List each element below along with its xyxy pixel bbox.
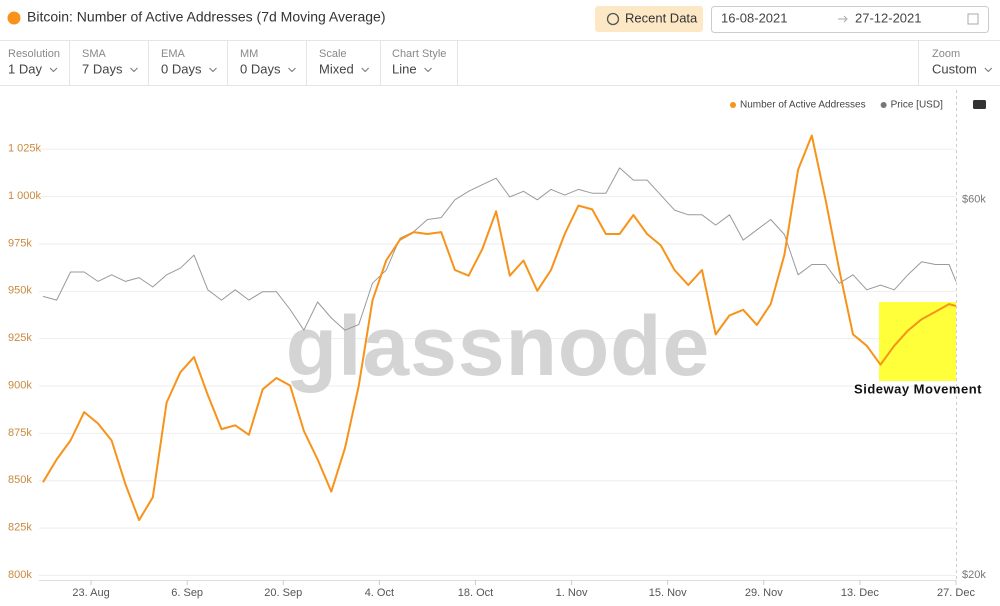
chevron — [209, 67, 217, 73]
x-tick-label: 4. Oct — [365, 587, 394, 599]
y-tick-label: 950k — [8, 285, 32, 297]
x-tick-label: 6. Sep — [171, 587, 203, 599]
arrow-icon — [838, 15, 848, 23]
legend-marker — [880, 102, 887, 108]
bitcoin-icon — [7, 11, 21, 25]
date-from[interactable]: 16-08-2021 — [721, 10, 788, 25]
calendar-icon[interactable] — [967, 13, 979, 25]
control-label: Resolution — [8, 48, 60, 60]
x-tick-label: 27. Dec — [937, 587, 975, 599]
x-tick-label: 15. Nov — [649, 587, 687, 599]
watermark: glassnode — [286, 299, 710, 393]
y-tick-label: 925k — [8, 332, 32, 344]
y-tick-label: 1 000k — [8, 190, 42, 202]
chevron — [984, 67, 993, 73]
x-tick-label: 18. Oct — [458, 587, 493, 599]
y-tick-label: 975k — [8, 237, 32, 249]
page-title: Bitcoin: Number of Active Addresses (7d … — [27, 9, 385, 25]
chevron — [288, 67, 296, 73]
control-value[interactable]: 1 Day — [8, 61, 42, 76]
control-value[interactable]: Line — [392, 61, 417, 76]
legend-marker — [730, 102, 736, 108]
chevron — [49, 67, 58, 73]
chevron — [130, 67, 138, 73]
date-to[interactable]: 27-12-2021 — [855, 10, 922, 25]
x-tick-label: 13. Dec — [841, 587, 879, 599]
control-label: Scale — [319, 48, 347, 60]
date-range[interactable] — [711, 6, 989, 33]
x-tick-label: 23. Aug — [72, 587, 109, 599]
y-tick-label: 1 025k — [8, 143, 42, 155]
control-label: Chart Style — [392, 48, 446, 60]
x-tick-label: 1. Nov — [556, 587, 588, 599]
y2-tick-label: $20k — [962, 569, 986, 581]
y-tick-label: 800k — [8, 569, 32, 581]
legend-label[interactable]: Number of Active Addresses — [740, 100, 866, 111]
control-label: Zoom — [932, 48, 960, 60]
y-tick-label: 875k — [8, 427, 32, 439]
series-line — [42, 167, 957, 331]
plot — [42, 134, 957, 522]
control-value[interactable]: Mixed — [319, 61, 354, 76]
control-label: SMA — [82, 48, 107, 60]
control-value[interactable]: 0 Days — [161, 61, 202, 76]
annotation-box — [879, 302, 956, 381]
chevron — [424, 67, 432, 73]
y2-tick-label: $60k — [962, 194, 986, 206]
control-label: MM — [240, 48, 258, 60]
recent-data-button[interactable] — [595, 6, 703, 32]
clock-icon — [606, 12, 620, 26]
grid: 800k 825k 850k 875k 900k 925k 950k 975k 1 000k 1 … — [8, 143, 986, 599]
series-line — [42, 134, 957, 522]
x-tick-label: 20. Sep — [264, 587, 302, 599]
control-label: EMA — [161, 48, 186, 60]
control-value[interactable]: 7 Days — [82, 61, 123, 76]
recent-data-label[interactable]: Recent Data — [625, 10, 698, 25]
annotation: Sideway Movement — [854, 381, 982, 396]
y-tick-label: 825k — [8, 522, 32, 534]
camera-icon[interactable] — [973, 100, 986, 109]
y-tick-label: 850k — [8, 474, 32, 486]
legend-label[interactable]: Price [USD] — [891, 100, 943, 111]
x-tick-label: 29. Nov — [745, 587, 783, 599]
control-value[interactable]: Custom — [932, 61, 977, 76]
chevron — [361, 67, 370, 73]
control-value[interactable]: 0 Days — [240, 61, 281, 76]
legend: Number of Active Addresses Price [USD] — [730, 100, 943, 111]
y-tick-label: 900k — [8, 379, 32, 391]
